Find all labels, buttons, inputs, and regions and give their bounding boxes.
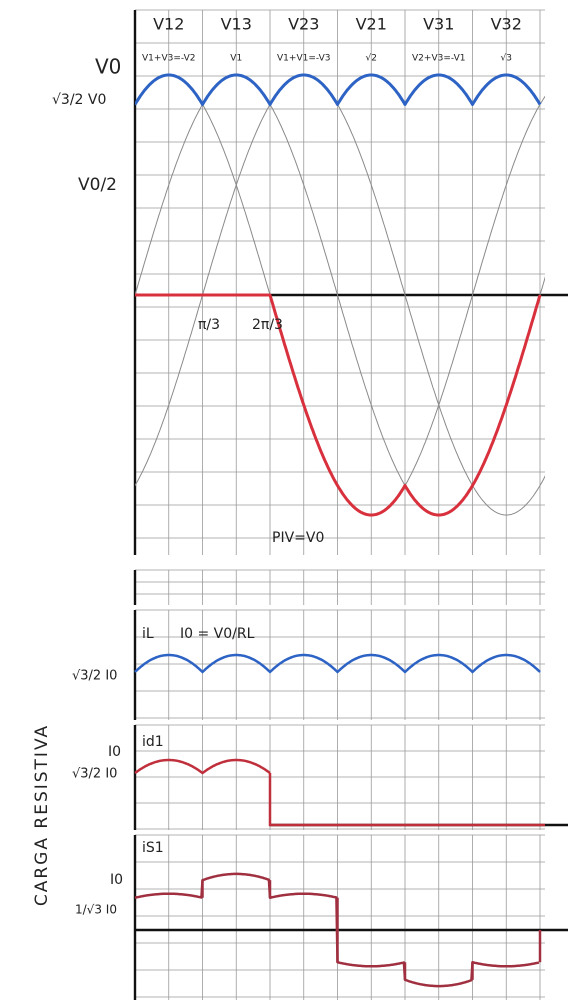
- cusp-label: √3/2 V0: [52, 92, 106, 108]
- phase-label: V31: [423, 15, 454, 34]
- current-formula: I0 = V0/RL: [180, 626, 255, 642]
- current-name: iS1: [142, 840, 164, 856]
- low-label: 1/√3 I0: [75, 903, 117, 917]
- current-name: iL: [142, 626, 154, 642]
- page: {"phase_labels": [ {"name": "V12", "rela…: [0, 0, 568, 1000]
- peak-label: I0: [110, 872, 123, 888]
- peak-label: I0: [108, 744, 121, 760]
- piv-label: PIV=V0: [272, 530, 324, 546]
- phase-label: V21: [356, 15, 387, 34]
- angle-label: π/3: [198, 317, 220, 333]
- half-label: V0/2: [78, 175, 117, 195]
- side-label: CARGA RESISTIVA: [32, 724, 52, 906]
- diode-current: [270, 773, 545, 825]
- phase-relation: √3: [501, 53, 512, 64]
- phase-label: V32: [491, 15, 522, 34]
- peak-label: V0: [95, 55, 121, 79]
- phase-relation: V1+V1=-V3: [277, 54, 330, 64]
- cusp-label: √3/2 I0: [72, 669, 117, 684]
- phase-relation: V1: [230, 54, 242, 64]
- phase-label: V23: [288, 15, 319, 34]
- phase-relation: V1+V3=-V2: [142, 54, 195, 64]
- current-name: id1: [142, 734, 164, 750]
- phase-relation: √2: [366, 53, 377, 64]
- angle-label: 2π/3: [252, 317, 283, 333]
- diagram: V0 √3/2 V0 V0/2 π/3 2π/3 PIV=V0 iL I0 = …: [0, 0, 568, 1000]
- phase-relation: V2+V3=-V1: [412, 54, 465, 64]
- cusp-label: √3/2 I0: [72, 767, 117, 782]
- labels: V0 √3/2 V0 V0/2 π/3 2π/3 PIV=V0 iL I0 = …: [32, 15, 522, 917]
- phase-label: V12: [153, 15, 184, 34]
- phase-label: V13: [221, 15, 252, 34]
